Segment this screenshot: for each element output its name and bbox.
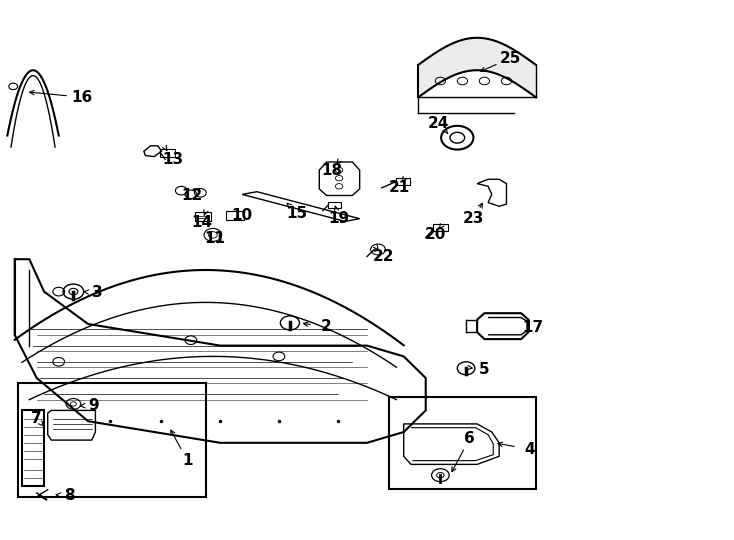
Text: 8: 8 — [65, 488, 75, 503]
Text: 5: 5 — [479, 362, 490, 377]
Text: 18: 18 — [321, 163, 342, 178]
Text: 10: 10 — [232, 208, 252, 224]
Text: 17: 17 — [523, 320, 543, 335]
Text: 20: 20 — [424, 227, 446, 242]
Text: 11: 11 — [204, 231, 225, 246]
Text: 19: 19 — [329, 211, 349, 226]
Text: 16: 16 — [72, 90, 92, 105]
Text: 15: 15 — [287, 206, 308, 221]
Text: 14: 14 — [192, 215, 212, 230]
Text: 1: 1 — [182, 453, 192, 468]
Text: 24: 24 — [428, 116, 450, 131]
Text: 22: 22 — [372, 249, 394, 264]
Text: 13: 13 — [162, 152, 183, 167]
Text: 23: 23 — [462, 211, 484, 226]
Text: 3: 3 — [92, 285, 103, 300]
Text: 4: 4 — [525, 442, 535, 457]
Text: 9: 9 — [89, 397, 99, 413]
Text: 12: 12 — [182, 188, 203, 203]
Text: 2: 2 — [321, 319, 331, 334]
Text: 6: 6 — [465, 431, 475, 446]
Text: 21: 21 — [389, 180, 410, 195]
Text: 7: 7 — [32, 411, 42, 426]
Text: 25: 25 — [499, 51, 521, 66]
